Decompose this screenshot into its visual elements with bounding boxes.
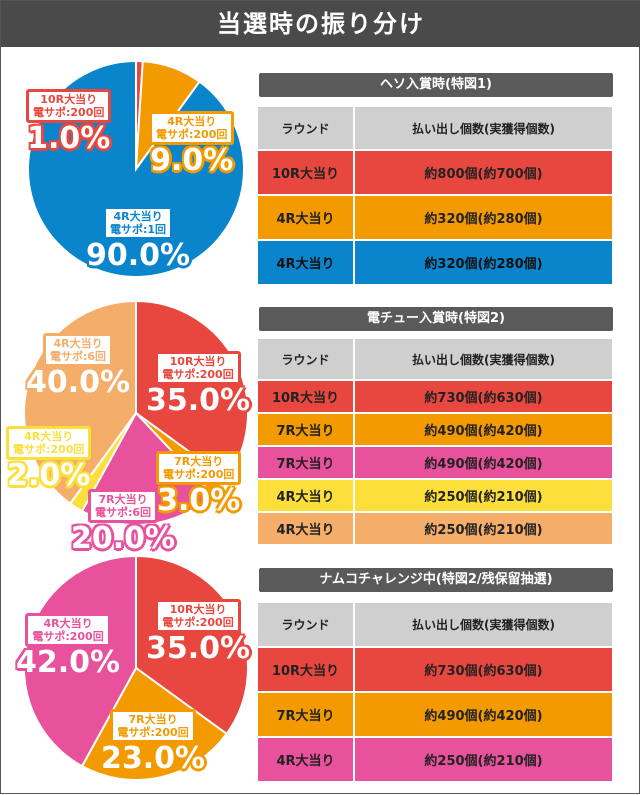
slice-label: 10R大当り 電サポ:200回 35.0%	[146, 599, 250, 665]
table-heading: ヘソ入賞時(特図1)	[259, 73, 613, 97]
table-row: 10R大当り 約730個(約630個)	[256, 379, 614, 414]
slice-percent: 1.0%	[27, 121, 111, 156]
round-cell: 4R大当り	[256, 736, 355, 783]
slice-percent: 2.0%	[7, 458, 91, 493]
slice-label: 4R大当り 電サポ:6回 40.0%	[26, 333, 130, 399]
slice-percent: 90.0%	[86, 238, 191, 273]
payout-cell: 約490個(約420個)	[353, 445, 614, 480]
slice-label: 4R大当り 電サポ:200回 42.0%	[16, 613, 120, 679]
round-cell: 10R大当り	[256, 379, 355, 414]
table-row: 7R大当り 約490個(約420個)	[256, 691, 614, 738]
round-cell: 4R大当り	[256, 194, 355, 241]
payout-cell: 約320個(約280個)	[353, 239, 614, 286]
column-header: ラウンド	[256, 601, 355, 648]
slice-support: 電サポ:200回	[13, 443, 85, 456]
table-heading: ナムコチャレンジ中(特図2/残保留抽選)	[259, 568, 613, 592]
slice-percent: 42.0%	[16, 645, 121, 680]
payout-cell: 約250個(約210個)	[353, 478, 614, 513]
round-cell: 7R大当り	[256, 412, 355, 447]
slice-support: 電サポ:1回	[110, 223, 167, 236]
slice-support: 電サポ:200回	[156, 128, 228, 141]
table-row: 10R大当り 約730個(約630個)	[256, 646, 614, 693]
payout-cell: 約490個(約420個)	[353, 691, 614, 738]
slice-label: 10R大当り 電サポ:200回 35.0%	[146, 351, 250, 417]
slice-round: 10R大当り	[40, 93, 98, 106]
slice-round: 4R大当り	[167, 115, 217, 128]
round-cell: 10R大当り	[256, 149, 355, 196]
slice-label: 7R大当り 電サポ:200回 23.0%	[101, 709, 205, 775]
slice-percent: 35.0%	[146, 383, 251, 418]
table-heading: 電チュー入賞時(特図2)	[259, 307, 613, 331]
payout-cell: 約250個(約210個)	[353, 736, 614, 783]
column-header: ラウンド	[256, 105, 355, 151]
slice-round: 10R大当り	[169, 355, 227, 368]
payout-table: ラウンド 払い出し個数(実獲得個数) 10R大当り 約730個(約630個) 7R大当り…	[256, 601, 614, 783]
slice-percent: 9.0%	[150, 143, 234, 178]
table-row: 4R大当り 約250個(約210個)	[256, 736, 614, 783]
table-row: 4R大当り 約320個(約280個)	[256, 194, 614, 241]
round-cell: 4R大当り	[256, 511, 355, 546]
slice-label: 4R大当り 電サポ:200回 9.0%	[149, 111, 235, 178]
slice-percent: 40.0%	[26, 365, 131, 400]
slice-support: 電サポ:200回	[32, 630, 104, 643]
payout-table: ラウンド 払い出し個数(実獲得個数) 10R大当り 約730個(約630個) 7R大当り…	[256, 337, 614, 546]
column-header: 払い出し個数(実獲得個数)	[353, 105, 614, 151]
slice-support: 電サポ:200回	[163, 468, 235, 481]
slice-label: 10R大当り 電サポ:200回 1.0%	[26, 89, 112, 156]
payout-cell: 約800個(約700個)	[353, 149, 614, 196]
table-row: 4R大当り 約250個(約210個)	[256, 511, 614, 546]
page-title: 当選時の振り分け	[1, 1, 640, 47]
slice-support: 電サポ:6回	[50, 350, 107, 363]
table-row: 7R大当り 約490個(約420個)	[256, 445, 614, 480]
slice-round: 4R大当り	[24, 430, 74, 443]
payout-cell: 約730個(約630個)	[353, 646, 614, 693]
slice-support: 電サポ:6回	[95, 506, 152, 519]
slice-support: 電サポ:200回	[117, 726, 189, 739]
slice-label: 7R大当り 電サポ:200回 3.0%	[156, 451, 242, 518]
slice-round: 7R大当り	[128, 713, 178, 726]
slice-label: 4R大当り 電サポ:1回 90.0%	[86, 206, 190, 272]
table-row: 7R大当り 約490個(約420個)	[256, 412, 614, 447]
payout-cell: 約250個(約210個)	[353, 511, 614, 546]
column-header: 払い出し個数(実獲得個数)	[353, 601, 614, 648]
slice-round: 10R大当り	[169, 603, 227, 616]
round-cell: 4R大当り	[256, 239, 355, 286]
column-header: 払い出し個数(実獲得個数)	[353, 337, 614, 381]
slice-support: 電サポ:200回	[162, 616, 234, 629]
slice-support: 電サポ:200回	[33, 106, 105, 119]
table-row: 4R大当り 約320個(約280個)	[256, 239, 614, 286]
payout-cell: 約490個(約420個)	[353, 412, 614, 447]
slice-round: 4R大当り	[53, 337, 103, 350]
slice-round: 4R大当り	[43, 617, 93, 630]
table-row: 4R大当り 約250個(約210個)	[256, 478, 614, 513]
payout-table: ラウンド 払い出し個数(実獲得個数) 10R大当り 約800個(約700個) 4R大当り…	[256, 105, 614, 286]
slice-label: 7R大当り 電サポ:6回 20.0%	[71, 489, 175, 555]
round-cell: 7R大当り	[256, 691, 355, 738]
round-cell: 7R大当り	[256, 445, 355, 480]
slice-percent: 3.0%	[157, 483, 241, 518]
table-row: 10R大当り 約800個(約700個)	[256, 149, 614, 196]
round-cell: 10R大当り	[256, 646, 355, 693]
slice-label: 4R大当り 電サポ:200回 2.0%	[6, 426, 92, 493]
slice-round: 4R大当り	[113, 210, 163, 223]
slice-percent: 35.0%	[146, 631, 251, 666]
slice-support: 電サポ:200回	[162, 368, 234, 381]
slice-round: 7R大当り	[98, 493, 148, 506]
payout-cell: 約320個(約280個)	[353, 194, 614, 241]
payout-cell: 約730個(約630個)	[353, 379, 614, 414]
column-header: ラウンド	[256, 337, 355, 381]
slice-percent: 20.0%	[71, 521, 176, 556]
slice-percent: 23.0%	[101, 741, 206, 776]
slice-round: 7R大当り	[174, 455, 224, 468]
round-cell: 4R大当り	[256, 478, 355, 513]
